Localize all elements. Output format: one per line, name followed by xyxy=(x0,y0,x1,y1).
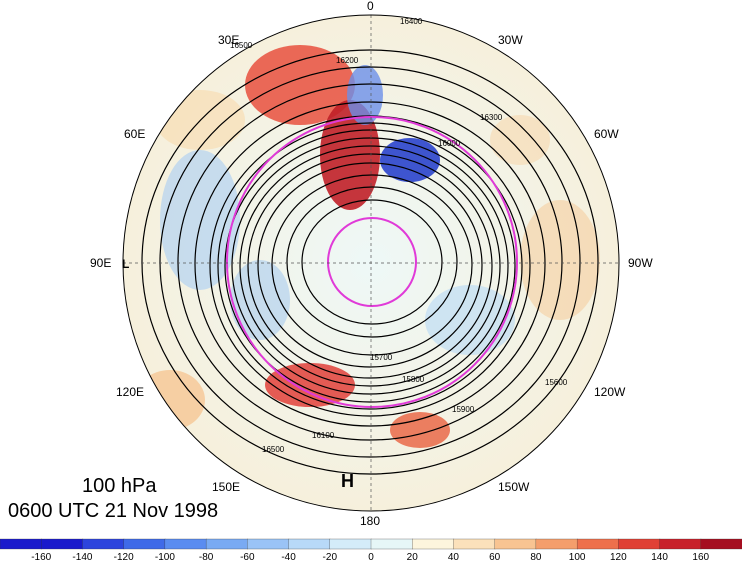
colorbar-box xyxy=(247,538,290,550)
contour-label: 16500 xyxy=(262,445,285,454)
high-pressure-marker: H xyxy=(341,471,354,491)
colorbar-box xyxy=(412,538,455,550)
lon-label-120w: 120W xyxy=(594,385,626,399)
lon-label-150e: 150E xyxy=(212,480,240,494)
colorbar-box xyxy=(0,538,42,550)
contour-label: 15900 xyxy=(452,405,475,414)
colorbar-box xyxy=(123,538,166,550)
colorbar-tick-label: -140 xyxy=(72,552,92,561)
colorbar-box xyxy=(618,538,661,550)
lon-label-0: 0 xyxy=(367,0,374,13)
valid-time-title: 0600 UTC 21 Nov 1998 xyxy=(8,500,219,522)
colorbar-tick-label: -160 xyxy=(31,552,51,561)
colorbar-box xyxy=(164,538,207,550)
inner-latitude-circle xyxy=(327,217,417,307)
lon-label-60w: 60W xyxy=(594,127,619,141)
colorbar-tick-label: -20 xyxy=(323,552,338,561)
colorbar-tick-label: 40 xyxy=(448,552,460,561)
lon-label-90w: 90W xyxy=(628,256,653,270)
colorbar-box xyxy=(205,538,248,550)
colorbar-tick-label: 80 xyxy=(530,552,542,561)
polar-stereographic-map: 0 180 90E 90W 30E 60E 30W 60W 120E 150E … xyxy=(90,0,653,528)
colorbar-tick-label: -120 xyxy=(114,552,134,561)
contour-label: 16000 xyxy=(438,139,461,148)
lon-label-30w: 30W xyxy=(498,33,523,47)
colorbar-tick-label: -80 xyxy=(199,552,214,561)
colorbar-tick-label: -60 xyxy=(240,552,255,561)
colorbar-box xyxy=(82,538,125,550)
map-boundary xyxy=(122,14,620,512)
colorbar: -160 -140 -120 -100 -80 -60 -40 -20 0 20 40 60 80 100… xyxy=(0,538,742,561)
contour-label: 16100 xyxy=(312,431,335,440)
colorbar-tick-label: 100 xyxy=(569,552,586,561)
contour-label: 16400 xyxy=(400,17,423,26)
contour-label: 16500 xyxy=(230,41,253,50)
colorbar-tick-label: -40 xyxy=(281,552,296,561)
contour-label: 16200 xyxy=(336,56,359,65)
lon-label-60e: 60E xyxy=(124,127,145,141)
colorbar-tick-labels: -160 -140 -120 -100 -80 -60 -40 -20 0 20 40 60 80 100… xyxy=(31,552,709,561)
colorbar-tick-label: 20 xyxy=(407,552,419,561)
colorbar-box xyxy=(41,538,84,550)
colorbar-box xyxy=(329,538,372,550)
colorbar-tick-label: 120 xyxy=(610,552,627,561)
contour-label: 15800 xyxy=(402,375,425,384)
low-pressure-marker: L xyxy=(122,257,129,271)
colorbar-tick-label: 0 xyxy=(368,552,374,561)
pressure-level-title: 100 hPa xyxy=(82,475,157,497)
outer-latitude-circle xyxy=(226,116,518,408)
colorbar-box xyxy=(700,538,742,550)
lon-label-150w: 150W xyxy=(498,480,530,494)
contour-label: 16300 xyxy=(480,113,503,122)
colorbar-box xyxy=(576,538,619,550)
lon-label-120e: 120E xyxy=(116,385,144,399)
meridian-lines xyxy=(123,15,619,511)
colorbar-tick-label: -100 xyxy=(155,552,175,561)
contour-label: 15700 xyxy=(370,353,393,362)
colorbar-box xyxy=(453,538,496,550)
colorbar-box xyxy=(494,538,537,550)
height-contours xyxy=(141,49,599,475)
lon-label-90e: 90E xyxy=(90,256,111,270)
colorbar-box xyxy=(288,538,331,550)
lon-label-180: 180 xyxy=(360,514,380,528)
colorbar-box xyxy=(535,538,578,550)
colorbar-box xyxy=(659,538,702,550)
colorbar-tick-label: 60 xyxy=(489,552,501,561)
contour-label: 15600 xyxy=(545,378,568,387)
colorbar-boxes xyxy=(0,538,742,550)
colorbar-tick-label: 140 xyxy=(651,552,668,561)
colorbar-box xyxy=(370,538,413,550)
colorbar-tick-label: 160 xyxy=(692,552,709,561)
lon-label-30e: 30E xyxy=(218,33,239,47)
